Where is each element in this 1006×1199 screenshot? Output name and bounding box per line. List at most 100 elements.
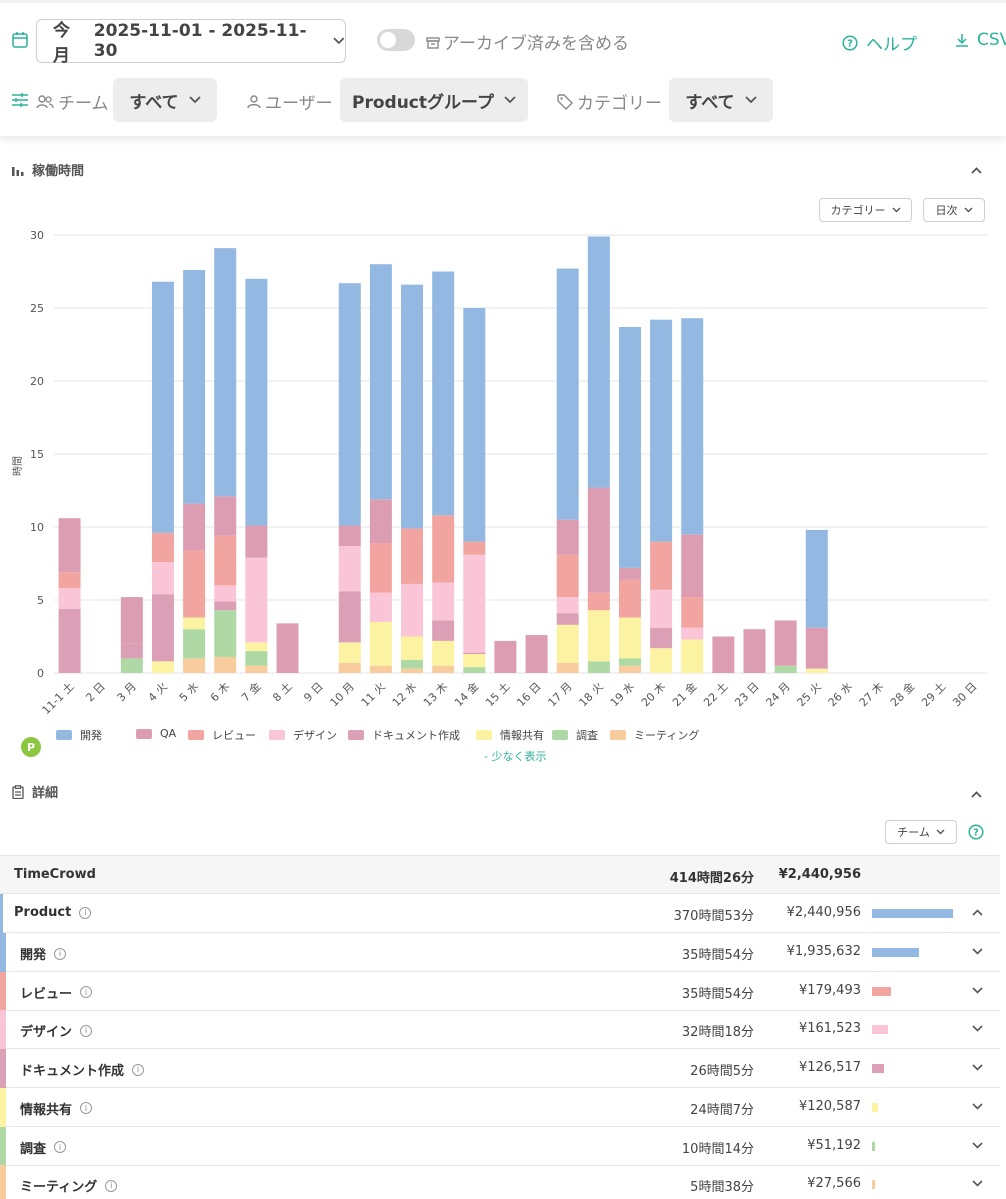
x-tick-label: 4 火: [146, 680, 170, 704]
legend-item[interactable]: 開発: [56, 727, 102, 743]
chevron-down-icon[interactable]: [972, 1180, 983, 1187]
bar-segment: [463, 308, 486, 542]
x-tick-label: 12 水: [390, 680, 419, 709]
table-row[interactable]: ドキュメント作成 i 26時間5分 ¥126,517: [0, 1049, 1000, 1089]
legend-item[interactable]: 情報共有: [476, 727, 544, 743]
bar-segment: [463, 652, 486, 655]
help-link[interactable]: ? ヘルプ: [842, 30, 917, 55]
show-less-link[interactable]: - 少なく表示: [484, 750, 547, 763]
category-select[interactable]: すべて: [669, 78, 773, 122]
row-ratio-bar: [872, 1025, 888, 1035]
bar-segment: [650, 627, 673, 649]
legend-label: 調査: [576, 729, 598, 742]
collapse-detail-icon[interactable]: [971, 791, 982, 798]
legend-item[interactable]: ミーティング: [610, 727, 699, 743]
row-hours: 35時間54分: [681, 948, 754, 963]
chevron-down-icon[interactable]: [972, 987, 983, 994]
info-icon[interactable]: i: [54, 947, 67, 960]
row-color-stripe: [0, 1165, 6, 1199]
legend-item[interactable]: 調査: [552, 727, 598, 743]
table-row[interactable]: 調査 i 10時間14分 ¥51,192: [0, 1126, 1000, 1166]
bar-segment: [743, 629, 766, 673]
table-row-group[interactable]: Product i 370時間53分 ¥2,440,956: [0, 894, 1000, 933]
legend-item[interactable]: レビュー: [188, 727, 256, 743]
table-row[interactable]: デザイン i 32時間18分 ¥161,523: [0, 1010, 1000, 1050]
bar-segment: [401, 659, 424, 669]
legend-item[interactable]: QA: [136, 727, 176, 740]
bar-segment: [214, 248, 237, 497]
row-name: TimeCrowd: [14, 867, 96, 882]
chevron-down-icon[interactable]: [972, 1025, 983, 1033]
tag-icon: [557, 93, 573, 110]
y-tick-label: 20: [30, 375, 44, 388]
chevron-up-icon[interactable]: [972, 909, 983, 916]
row-color-stripe: [0, 933, 6, 972]
bar-segment: [587, 592, 610, 611]
bar-segment: [401, 583, 424, 637]
detail-group-select[interactable]: チーム: [885, 820, 957, 844]
chevron-down-icon: [333, 37, 345, 45]
bar-segment: [681, 627, 704, 640]
bar-segment: [494, 640, 517, 673]
bar-segment: [401, 636, 424, 660]
x-tick-label: 21 金: [669, 679, 699, 709]
bar-segment: [369, 543, 392, 593]
bar-segment: [369, 592, 392, 622]
legend-item[interactable]: ドキュメント作成: [348, 727, 460, 743]
legend-swatch: [188, 730, 204, 740]
bar-segment: [463, 554, 486, 653]
bar-segment: [587, 610, 610, 662]
row-hours: 370時間53分: [673, 909, 754, 924]
bar-segment: [338, 283, 361, 526]
x-tick-label: 3 月: [115, 680, 139, 704]
info-icon[interactable]: i: [79, 906, 92, 919]
avatar: P: [21, 737, 41, 757]
bar-segment: [587, 487, 610, 593]
bar-segment: [58, 518, 81, 573]
csv-download-link[interactable]: CSV: [955, 30, 1006, 50]
bar-segment: [432, 665, 455, 673]
chart-interval-select[interactable]: 日次: [923, 198, 985, 222]
help-icon: ?: [842, 34, 858, 51]
chevron-down-icon[interactable]: [972, 1064, 983, 1071]
info-icon[interactable]: i: [54, 1141, 67, 1153]
archive-toggle[interactable]: [377, 29, 415, 51]
info-icon[interactable]: i: [132, 1063, 145, 1076]
info-icon[interactable]: i: [80, 1024, 93, 1037]
x-tick-label: 14 金: [451, 679, 481, 709]
filter-row-period: 今月 2025-11-01 - 2025-11-30 アーカイブ済みを含める ?…: [0, 17, 1006, 66]
team-select[interactable]: すべて: [113, 78, 217, 122]
table-row[interactable]: 情報共有 i 24時間7分 ¥120,587: [0, 1087, 1000, 1127]
x-tick-label: 22 土: [701, 680, 730, 709]
bar-segment: [58, 588, 81, 609]
row-name-wrap: ミーティング i: [20, 1176, 118, 1195]
chevron-down-icon[interactable]: [972, 948, 983, 955]
table-row[interactable]: ミーティング i 5時間38分 ¥27,566: [0, 1165, 1000, 1199]
sliders-icon: [12, 93, 28, 107]
chevron-down-icon[interactable]: [972, 1103, 983, 1110]
bar-segment: [183, 270, 206, 504]
bar-segment: [245, 525, 268, 558]
row-cost: ¥2,440,956: [786, 905, 861, 920]
bar-segment: [463, 654, 486, 668]
table-row[interactable]: 開発 i 35時間54分 ¥1,935,632: [0, 933, 1000, 972]
info-icon[interactable]: i: [80, 1102, 93, 1115]
y-axis-label: 時間: [12, 456, 24, 476]
user-select[interactable]: Productグループ: [340, 78, 528, 122]
row-cost: ¥1,935,632: [786, 944, 861, 959]
table-row[interactable]: レビュー i 35時間54分 ¥179,493: [0, 971, 1000, 1011]
chevron-down-icon[interactable]: [972, 1141, 983, 1149]
chart-group-select[interactable]: カテゴリー: [819, 198, 912, 222]
legend-item[interactable]: デザイン: [269, 727, 337, 743]
collapse-chart-icon[interactable]: [971, 167, 982, 174]
date-range-select[interactable]: 今月 2025-11-01 - 2025-11-30: [36, 19, 346, 66]
y-tick-label: 30: [30, 229, 44, 242]
row-color-stripe: [0, 1126, 6, 1166]
bar-segment: [369, 499, 392, 544]
row-name-wrap: ドキュメント作成 i: [20, 1060, 145, 1079]
info-icon[interactable]: i: [80, 986, 93, 999]
legend-label: レビュー: [212, 729, 256, 742]
help-icon[interactable]: ?: [968, 824, 984, 840]
bar-segment: [214, 656, 237, 673]
info-icon[interactable]: i: [105, 1179, 118, 1192]
